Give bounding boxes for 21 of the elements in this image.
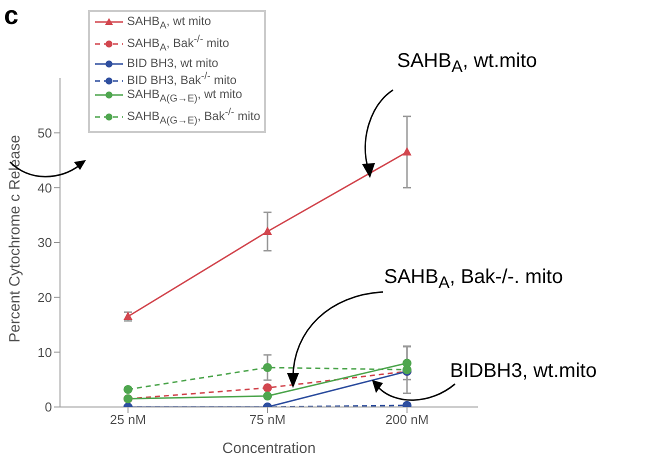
y-tick-label: 50 — [38, 125, 52, 140]
y-tick-label: 0 — [44, 400, 52, 415]
legend-label: SAHB$_{A(G→E)}$, Bak$^{-/-}$ mito — [127, 107, 260, 127]
x-axis-title: Concentration — [222, 440, 316, 457]
legend-label: SAHB$_{A(G→E)}$, wt mito — [127, 86, 242, 104]
x-tick-label: 25 nM — [110, 412, 146, 428]
text: c — [4, 0, 18, 31]
y-tick-label: 30 — [38, 235, 52, 250]
x-tick-label: 75 nM — [249, 412, 286, 428]
y-tick-label: 40 — [38, 180, 52, 196]
legend-label: BID BH3, wt mito — [127, 56, 218, 70]
legend-label: SAHB$_{A}$, wt mito — [127, 14, 212, 32]
annotation: SAHB$_{A}$, Bak-/-. mito — [384, 266, 563, 293]
annotation: BIDBH3, wt.mito — [450, 360, 597, 383]
y-axis-title: Percent Cytochrome c Release — [6, 134, 24, 342]
legend-label: BID BH3, Bak$^{-/-}$ mito — [127, 70, 236, 87]
text: SAHB$_{A}$, wt.mito — [397, 50, 538, 77]
legend-label: SAHB$_{A}$, Bak$^{-/-}$ mito — [127, 34, 230, 54]
x-tick-label: 200 nM — [385, 412, 429, 428]
y-tick-label: 20 — [38, 290, 52, 305]
y-tick-label: 10 — [38, 344, 52, 360]
